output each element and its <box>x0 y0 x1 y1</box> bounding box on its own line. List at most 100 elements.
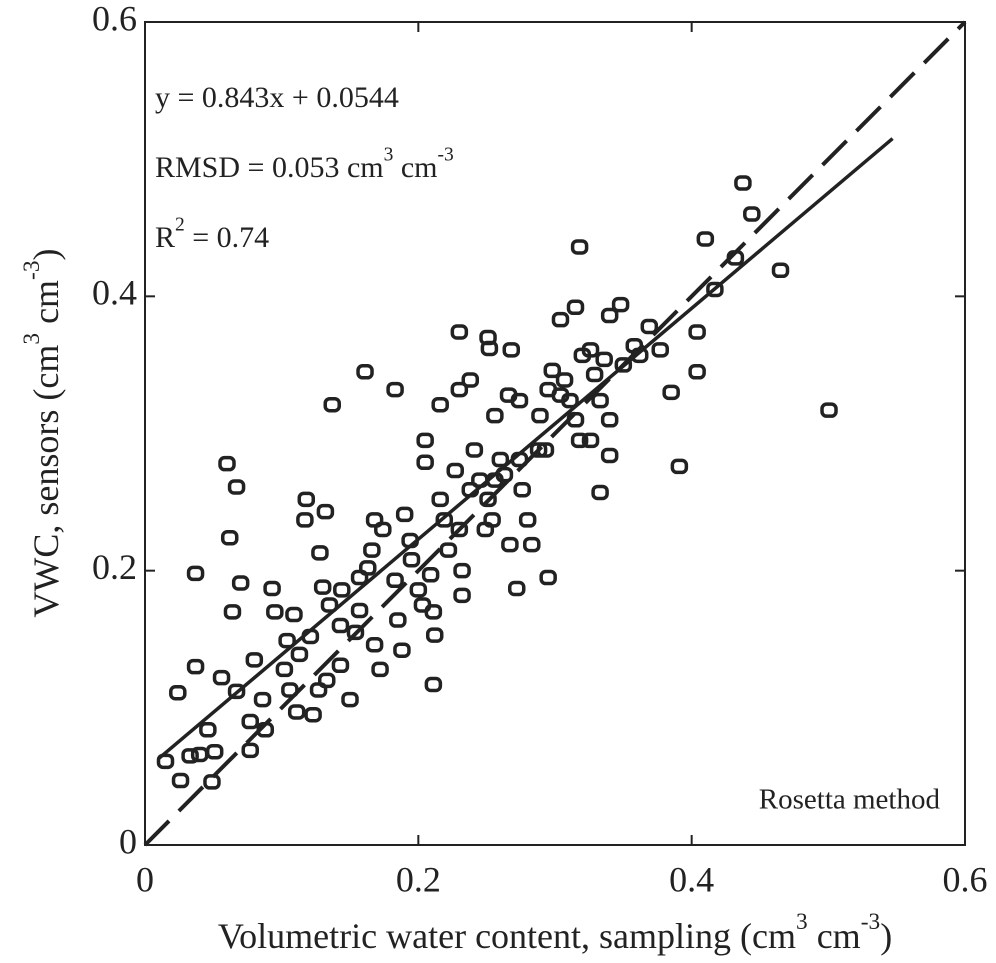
data-point <box>461 481 480 498</box>
data-point <box>510 451 529 468</box>
data-point <box>256 722 275 738</box>
text-part: Volumetric water content, sampling (cm <box>218 916 796 956</box>
data-point <box>566 299 585 316</box>
data-point <box>313 579 332 595</box>
data-point <box>425 627 444 643</box>
data-point <box>296 512 314 528</box>
data-point <box>350 602 369 619</box>
data-point <box>581 342 600 358</box>
data-point <box>275 661 294 678</box>
data-point <box>323 396 341 413</box>
data-point <box>241 713 259 730</box>
data-point <box>510 392 529 409</box>
annotation: y = 0.843x + 0.0544 <box>155 81 399 114</box>
data-point <box>600 447 619 464</box>
data-point <box>416 432 434 449</box>
text-part: 3 <box>796 909 808 935</box>
x-tick-label: 0.2 <box>396 859 441 899</box>
data-point <box>186 658 205 675</box>
data-point <box>431 396 449 413</box>
data-point <box>374 521 392 538</box>
data-point <box>706 281 724 298</box>
data-point <box>640 318 659 335</box>
data-point <box>614 357 633 373</box>
data-point <box>483 512 501 528</box>
data-point <box>386 381 404 398</box>
text-part: R <box>155 221 175 254</box>
data-point <box>318 672 336 689</box>
data-point <box>600 307 619 324</box>
data-point <box>555 372 574 388</box>
data-point <box>688 324 706 340</box>
data-point <box>507 580 526 597</box>
text-part: VWC, sensors (cm <box>26 345 66 618</box>
data-point <box>486 407 504 424</box>
data-point <box>278 632 296 649</box>
fit-line <box>157 137 894 760</box>
data-point <box>421 567 440 583</box>
reference-line <box>143 20 967 847</box>
data-point <box>471 472 489 488</box>
data-point <box>480 340 499 357</box>
text-part: cm <box>26 280 66 333</box>
y-tick-label: 0.6 <box>92 0 137 38</box>
text-part: -3 <box>19 260 45 280</box>
data-point <box>591 392 609 409</box>
data-point <box>231 575 250 591</box>
x-tick-label: 0.4 <box>669 859 714 899</box>
data-point <box>359 560 377 576</box>
text-part: ) <box>26 248 66 260</box>
data-point <box>346 624 365 641</box>
data-point <box>227 479 246 495</box>
data-point <box>253 691 272 708</box>
data-point <box>386 572 404 589</box>
data-point <box>611 296 630 313</box>
text-part: 2 <box>175 215 185 236</box>
data-point <box>513 481 531 498</box>
data-point <box>820 402 838 418</box>
data-point <box>585 366 604 383</box>
text-part: cm <box>808 916 861 956</box>
data-point <box>281 682 299 698</box>
plot-frame <box>144 21 966 846</box>
data-point <box>401 532 419 549</box>
x-axis-label: Volumetric water content, sampling (cm3 … <box>218 909 892 956</box>
data-point <box>450 381 469 398</box>
data-point <box>316 503 335 520</box>
y-tick-label: 0.4 <box>92 273 137 313</box>
data-point <box>223 604 242 620</box>
data-point <box>365 636 384 653</box>
data-point <box>453 587 471 604</box>
data-point <box>591 484 609 501</box>
data-point <box>186 565 205 582</box>
data-point <box>263 580 281 597</box>
data-point <box>416 454 434 471</box>
data-point <box>536 442 555 458</box>
data-point <box>181 748 199 764</box>
text-part: = 0.74 <box>185 221 269 254</box>
data-point <box>171 772 190 789</box>
data-point <box>424 676 443 693</box>
data-point <box>561 392 579 409</box>
y-tick-label: 0 <box>119 821 137 861</box>
data-point <box>341 691 359 708</box>
data-point <box>389 612 407 628</box>
annotation: R2 = 0.74 <box>155 215 269 254</box>
data-point <box>245 652 264 668</box>
text-part: 3 <box>384 145 394 166</box>
data-point <box>595 351 613 368</box>
data-point <box>297 491 316 508</box>
data-point <box>543 362 562 379</box>
data-point <box>241 742 259 759</box>
text-part: -3 <box>861 909 881 935</box>
data-point <box>670 458 689 475</box>
data-point <box>446 462 464 479</box>
data-point <box>331 617 350 634</box>
data-point <box>531 407 549 424</box>
data-point <box>424 604 443 620</box>
method-label: Rosetta method <box>759 784 941 816</box>
data-point <box>199 722 217 738</box>
data-point <box>190 746 209 763</box>
text-part: 3 <box>19 333 45 345</box>
